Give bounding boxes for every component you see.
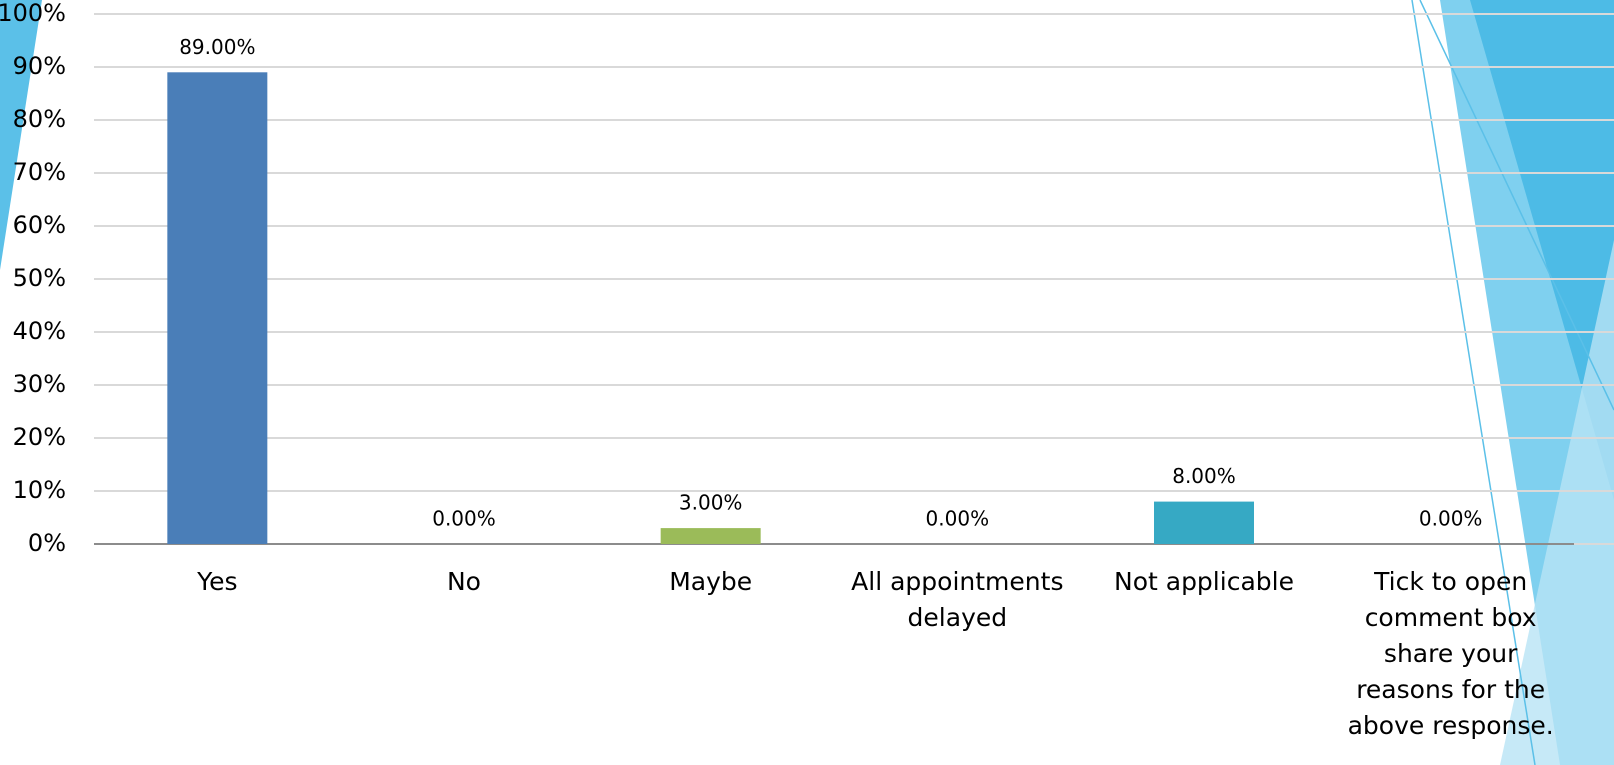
y-tick-label: 70% [13,158,66,186]
x-tick-label: Tick to open comment box share your reas… [1347,567,1554,740]
data-label: 89.00% [179,35,255,59]
bar [167,72,268,545]
y-tick-label: 90% [13,52,66,80]
x-tick-label: Maybe [669,567,753,596]
decoration [1500,240,1614,765]
decoration [1419,0,1614,411]
x-tick-label: Yes [197,567,238,596]
data-label: 0.00% [1419,507,1483,531]
data-label: 0.00% [432,507,496,531]
x-tick-label: No [446,567,481,596]
y-tick-label: 100% [0,0,66,27]
decoration [0,0,42,270]
data-label: 0.00% [926,507,990,531]
bar [660,528,761,544]
y-tick-label: 40% [13,317,66,345]
y-tick-label: 20% [13,423,66,451]
x-tick-label: Not applicable [1114,567,1294,596]
y-tick-label: 10% [13,476,66,504]
data-label: 8.00% [1172,464,1236,488]
y-tick-label: 30% [13,370,66,398]
decoration [1470,0,1614,500]
y-tick-label: 0% [28,529,66,557]
bar [1154,501,1254,544]
decoration [1411,0,1536,765]
y-tick-label: 60% [13,211,66,239]
data-label: 3.00% [679,491,743,515]
x-tick-label: All appointments delayed [851,567,1064,632]
y-tick-label: 80% [13,105,66,133]
y-tick-label: 50% [13,264,66,292]
